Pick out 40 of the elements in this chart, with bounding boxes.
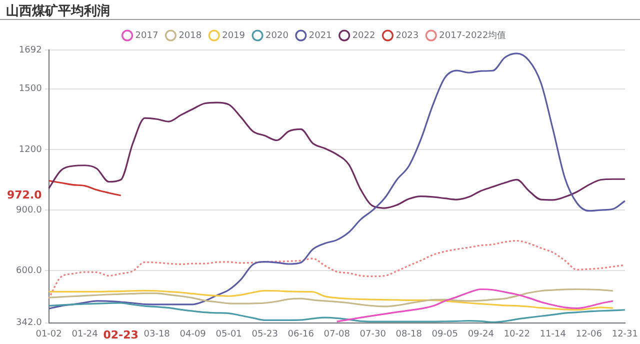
y-tick-label: 1200 — [18, 144, 42, 155]
legend-label: 2020 — [266, 30, 289, 41]
x-tick-label: 01-24 — [72, 330, 98, 340]
legend-label: 2021 — [308, 30, 332, 41]
y-tick-label: 972.0 — [6, 188, 42, 202]
legend-label: 2023 — [396, 30, 419, 41]
line-series — [48, 288, 614, 308]
y-tick-label: 1500 — [18, 84, 42, 94]
legend-label: 2018 — [178, 30, 202, 41]
legend-label: 2019 — [222, 30, 246, 41]
x-tick-label: 02-23 — [103, 328, 138, 342]
line-series — [48, 180, 122, 196]
line-series — [336, 288, 614, 322]
line-series — [48, 240, 626, 300]
x-tick-label: 05-01 — [216, 330, 242, 340]
x-tick-label: 05-23 — [252, 330, 278, 340]
y-tick-label: 342.0 — [16, 318, 42, 328]
x-tick-label: 07-08 — [324, 330, 350, 340]
x-tick-label: 03-18 — [144, 330, 170, 340]
x-tick-label: 01-02 — [36, 330, 62, 340]
x-tick-label: 11-14 — [540, 330, 566, 340]
x-tick-label: 12-06 — [576, 330, 602, 340]
line-series — [48, 102, 626, 209]
x-tick-label: 09-24 — [468, 330, 494, 340]
legend-label: 2017 — [135, 30, 158, 41]
x-tick-label: 10-22 — [504, 330, 530, 340]
x-tick-label: 04-09 — [180, 330, 206, 340]
line-series — [48, 52, 626, 310]
x-tick-label: 07-30 — [360, 330, 386, 340]
line-series — [48, 290, 614, 311]
y-tick-label: 600.0 — [16, 266, 42, 276]
x-tick-label: 08-18 — [396, 330, 422, 340]
legend-label: 2017-2022均值 — [439, 30, 506, 41]
x-tick-label: 06-16 — [288, 330, 314, 340]
x-tick-label: 09-05 — [432, 330, 458, 340]
y-tick-label: 900.0 — [16, 205, 42, 216]
x-tick-label: 12-31 — [612, 330, 638, 340]
chart-title: 山西煤矿平均利润 — [6, 2, 110, 20]
legend-label: 2022 — [352, 30, 376, 41]
y-tick-label: 1692 — [18, 45, 42, 56]
